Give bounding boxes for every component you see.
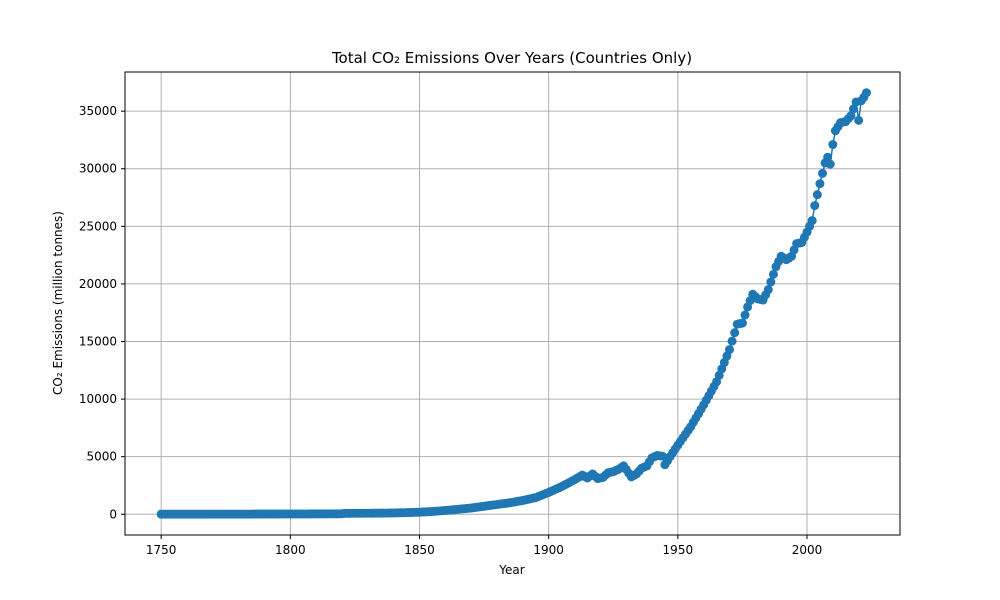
data-point (854, 115, 864, 125)
x-tick-label: 1900 (533, 543, 564, 557)
series-layer (156, 88, 871, 519)
data-point (725, 345, 734, 355)
data-point (737, 318, 747, 328)
y-tick-label: 5000 (86, 450, 117, 464)
data-point (730, 328, 740, 338)
chart-title: Total CO₂ Emissions Over Years (Countrie… (331, 49, 692, 67)
data-point (815, 179, 825, 189)
data-point (810, 201, 820, 211)
data-point (828, 140, 838, 150)
y-tick-label: 10000 (79, 392, 117, 406)
data-point (812, 190, 822, 200)
data-point (849, 104, 858, 114)
y-tick-label: 20000 (79, 277, 117, 291)
x-tick-label: 1750 (146, 543, 177, 557)
data-point (740, 310, 750, 320)
y-tick-label: 25000 (79, 219, 117, 233)
data-point (823, 152, 833, 162)
data-point (846, 111, 856, 121)
y-tick-label: 0 (109, 507, 117, 521)
data-point (807, 216, 817, 226)
y-tick-label: 35000 (79, 104, 117, 118)
data-point (818, 168, 827, 178)
data-point (763, 285, 773, 295)
x-tick-label: 1950 (663, 543, 694, 557)
grid (125, 72, 900, 535)
x-tick-label: 1800 (275, 543, 306, 557)
x-tick-label: 1850 (404, 543, 435, 557)
data-point (825, 159, 835, 169)
x-tick-label: 2000 (792, 543, 823, 557)
plot-frame (124, 71, 901, 536)
data-point (768, 269, 778, 279)
y-axis-label: CO₂ Emissions (million tonnes) (51, 211, 65, 395)
x-axis-label: Year (498, 563, 524, 577)
data-point (766, 277, 776, 287)
y-tick-label: 30000 (79, 162, 117, 176)
data-point (727, 336, 737, 346)
ticks: 1750 1800 1850 1900 1950 20000500010000150002… (79, 104, 822, 557)
y-tick-label: 15000 (79, 335, 117, 349)
data-point (861, 88, 871, 98)
